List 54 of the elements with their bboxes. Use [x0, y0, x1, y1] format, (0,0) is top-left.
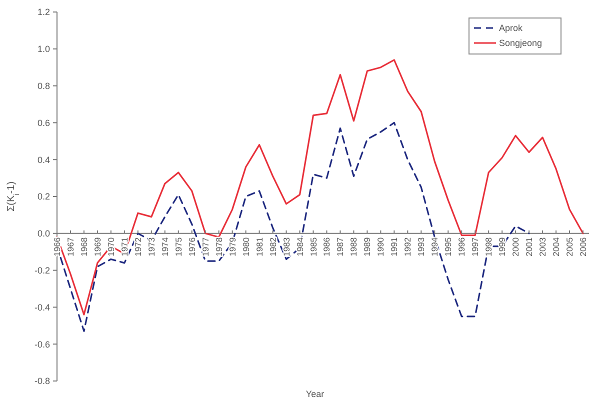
y-tick-label: 0.6: [37, 118, 50, 128]
x-tick-label: 1988: [348, 237, 359, 256]
x-tick-label: 1997: [470, 237, 480, 256]
legend-label: Songjeong: [499, 38, 542, 48]
x-tick-label: 1995: [443, 237, 454, 256]
x-tick-label: 2001: [524, 237, 534, 256]
x-tick-label: 1985: [308, 237, 318, 256]
x-tick-label: 1973: [146, 237, 156, 256]
y-tick-label: 0.4: [37, 154, 50, 165]
x-tick-label: 1975: [173, 237, 184, 256]
x-tick-label: 1998: [484, 237, 494, 256]
x-tick-label: 1987: [335, 237, 346, 256]
x-tick-label: 1996: [456, 237, 467, 256]
x-tick-label: 1968: [78, 237, 89, 256]
x-tick-label: 1989: [362, 237, 372, 256]
x-tick-label: 1992: [402, 237, 413, 256]
x-tick-label: 1999: [497, 237, 508, 256]
x-tick-label: 1974: [160, 237, 170, 256]
x-tick-label: 1990: [376, 237, 386, 256]
x-tick-label: 2003: [538, 237, 548, 256]
x-tick-label: 2004: [551, 237, 562, 256]
x-tick-label: 1980: [240, 237, 251, 256]
x-axis-title: Year: [306, 389, 324, 399]
y-tick-label: 0.2: [37, 192, 50, 202]
x-tick-label: 1979: [227, 237, 238, 256]
x-tick-label: 1993: [416, 237, 426, 256]
y-tick-label: -0.6: [34, 339, 50, 350]
y-tick-label: 1.0: [37, 44, 50, 54]
x-tick-label: 2006: [578, 237, 588, 256]
x-tick-label: 1969: [92, 237, 102, 256]
x-tick-label: 1991: [389, 237, 400, 256]
x-tick-label: 1970: [106, 237, 116, 256]
x-tick-label: 1977: [200, 237, 210, 256]
x-tick-label: 1966: [52, 237, 62, 256]
y-tick-label: 0.8: [37, 80, 50, 91]
x-tick-label: 1971: [119, 237, 130, 256]
y-tick-label: 1.2: [37, 7, 50, 18]
y-tick-label: -0.8: [34, 376, 50, 386]
x-tick-label: 2000: [510, 237, 521, 256]
x-tick-label: 2005: [564, 237, 575, 256]
x-tick-label: 1983: [281, 237, 292, 256]
x-tick-label: 1972: [132, 237, 143, 256]
x-tick-label: 1981: [254, 237, 264, 256]
x-tick-label: 1982: [268, 237, 278, 256]
x-tick-label: 1984: [294, 237, 305, 256]
x-tick-label: 1978: [214, 237, 224, 256]
legend-label: Aprok: [499, 23, 524, 34]
y-tick-label: 0.0: [37, 228, 50, 239]
x-tick-label: 1967: [65, 237, 76, 256]
y-tick-label: -0.2: [34, 265, 50, 276]
x-tick-label: 1976: [186, 237, 197, 256]
y-tick-label: -0.4: [34, 302, 50, 312]
x-tick-label: 1986: [322, 237, 332, 256]
x-tick-label: 1994: [430, 237, 440, 256]
